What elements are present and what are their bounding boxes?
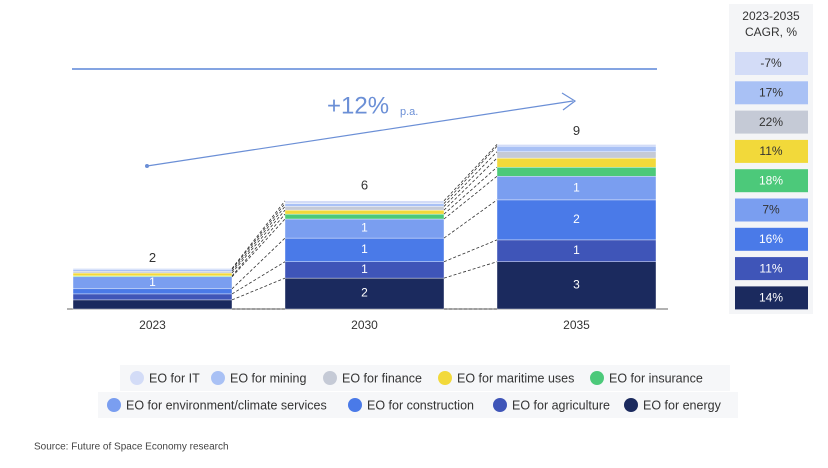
bar-segment xyxy=(72,268,233,270)
legend-label: EO for energy xyxy=(643,398,722,412)
connector xyxy=(443,146,498,204)
connector xyxy=(443,144,498,202)
cagr-header: 2023-2035 xyxy=(742,9,800,23)
connector xyxy=(231,237,286,290)
value-label: 1 xyxy=(361,242,368,256)
legend-swatch xyxy=(323,371,337,385)
value-label: 2 xyxy=(573,212,580,226)
legend-swatch xyxy=(211,371,225,385)
cagr-box xyxy=(735,257,808,281)
bar-segment xyxy=(284,213,445,220)
bar-segment xyxy=(72,272,233,277)
cagr-label: 16% xyxy=(759,232,783,246)
cagr-label: 11% xyxy=(759,261,782,275)
cagr-box xyxy=(735,110,808,134)
value-label: 1 xyxy=(361,262,368,276)
legend-swatch xyxy=(107,398,121,412)
value-label: 1 xyxy=(573,180,580,194)
cagr-box xyxy=(735,227,808,251)
bar-segment xyxy=(284,206,445,211)
bar-segment xyxy=(496,144,657,147)
connector xyxy=(443,157,498,211)
annotation: +12% xyxy=(327,92,389,119)
connector xyxy=(231,213,286,277)
bar-segment xyxy=(72,288,233,295)
total-label: 6 xyxy=(361,177,368,192)
trend-arrow xyxy=(146,100,574,167)
connector xyxy=(443,151,498,207)
connector xyxy=(231,206,286,272)
x-tick-label: 2035 xyxy=(563,318,590,332)
x-tick-label: 2023 xyxy=(139,318,166,332)
cagr-box xyxy=(735,139,808,163)
cagr-box xyxy=(735,286,808,310)
value-label: 2 xyxy=(361,286,368,300)
connector xyxy=(443,175,498,220)
legend-label: EO for construction xyxy=(367,398,474,412)
legend-label: EO for environment/climate services xyxy=(126,398,327,412)
cagr-label: 22% xyxy=(759,115,783,129)
connector xyxy=(443,239,498,263)
arrow-start xyxy=(145,164,149,168)
bar-segment xyxy=(72,269,233,272)
cagr-box xyxy=(735,52,808,75)
bar-segment xyxy=(72,270,233,274)
cagr-header: CAGR, % xyxy=(745,25,797,39)
legend-swatch xyxy=(130,371,144,385)
legend-label: EO for IT xyxy=(149,371,200,385)
legend-label: EO for finance xyxy=(342,371,422,385)
x-tick-label: 2030 xyxy=(351,318,378,332)
cagr-label: -7% xyxy=(760,56,782,70)
source: Source: Future of Space Economy research xyxy=(34,442,229,453)
connector xyxy=(231,218,286,278)
arrow-head xyxy=(561,92,577,111)
bar-segment xyxy=(284,203,445,207)
total-label: 9 xyxy=(573,123,580,138)
cagr-box xyxy=(735,198,808,222)
legend-label: EO for maritime uses xyxy=(457,371,574,385)
legend-swatch xyxy=(624,398,638,412)
value-label: 1 xyxy=(149,275,156,289)
connector xyxy=(443,261,498,279)
bar-segment xyxy=(496,166,657,177)
connector xyxy=(231,200,286,269)
cagr-label: 11% xyxy=(759,144,782,158)
bar-segment xyxy=(284,209,445,215)
legend-swatch xyxy=(493,398,507,412)
bar-segment xyxy=(72,293,233,301)
cagr-label: 14% xyxy=(759,291,783,305)
cagr-label: 7% xyxy=(762,203,780,217)
cagr-label: 17% xyxy=(759,85,783,99)
bar-segment xyxy=(284,277,445,310)
connector xyxy=(231,277,286,301)
connector xyxy=(231,209,286,274)
connector xyxy=(443,199,498,239)
bar-segment xyxy=(496,261,657,310)
value-label: 3 xyxy=(573,278,580,292)
legend-swatch xyxy=(438,371,452,385)
cagr-label: 18% xyxy=(759,173,783,187)
connector xyxy=(443,166,498,215)
bar-segment xyxy=(496,146,657,152)
legend-label: EO for mining xyxy=(230,371,306,385)
cagr-box xyxy=(735,169,808,193)
legend-label: EO for agriculture xyxy=(512,398,610,412)
value-label: 1 xyxy=(573,243,580,257)
bar-segment xyxy=(284,200,445,204)
connector xyxy=(231,203,286,270)
total-label: 2 xyxy=(149,250,156,265)
legend-swatch xyxy=(348,398,362,412)
bar-segment xyxy=(496,199,657,241)
cagr-box xyxy=(735,81,808,105)
value-label: 1 xyxy=(361,221,368,235)
annotation-unit: p.a. xyxy=(400,106,418,118)
bar-segment xyxy=(496,151,657,159)
legend-label: EO for insurance xyxy=(609,371,703,385)
legend-swatch xyxy=(590,371,604,385)
bar-segment xyxy=(496,157,657,168)
connector xyxy=(231,261,286,295)
bar-segment xyxy=(72,299,233,310)
